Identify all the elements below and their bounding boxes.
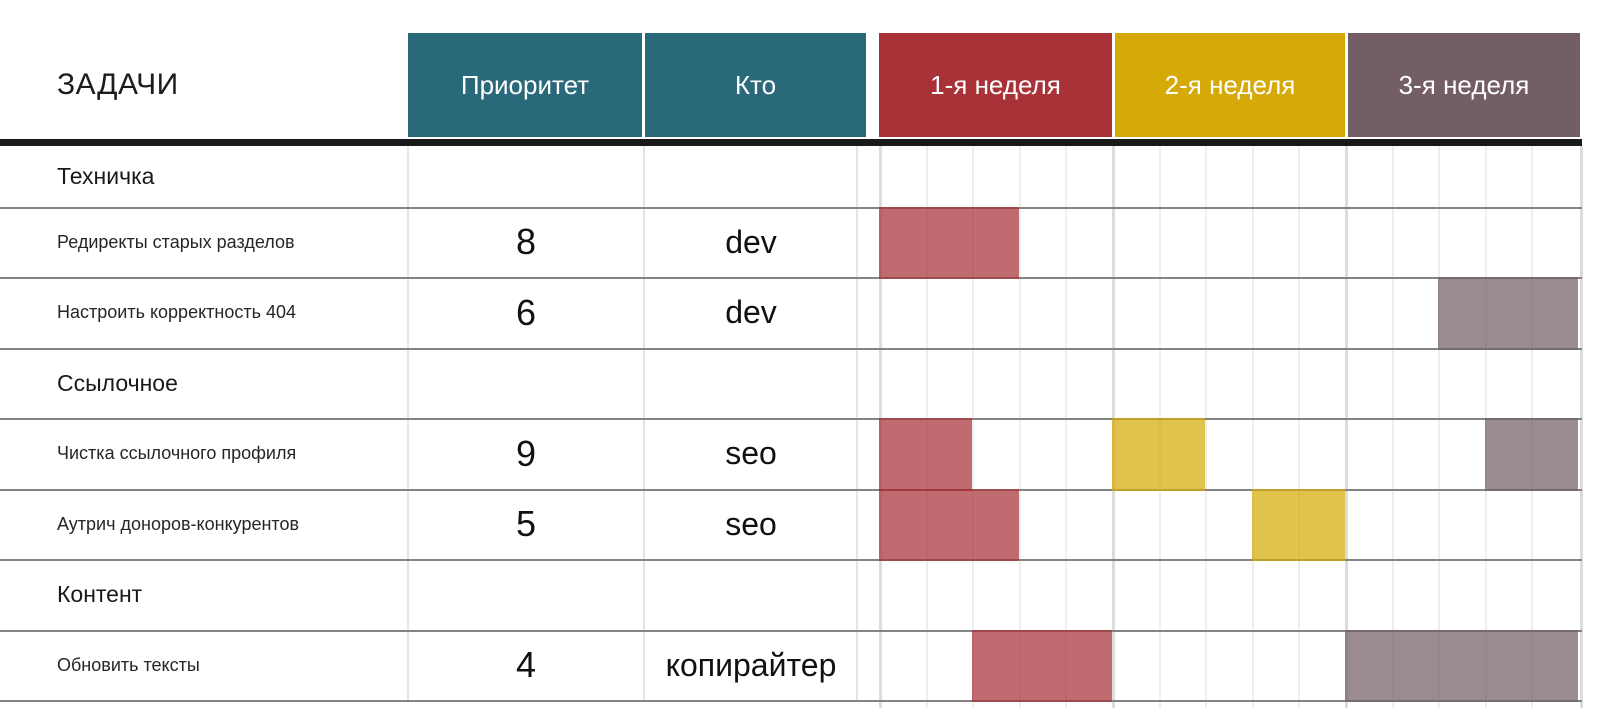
gantt-bar-week3 [1345, 630, 1578, 702]
day-grid-line [1298, 146, 1300, 708]
row-separator-line [0, 348, 1582, 350]
column-header-label: 1-я неделя [930, 69, 1061, 100]
who-value: dev [725, 223, 777, 260]
gantt-bar-week1 [879, 207, 1019, 279]
section-row-label: Техничка [57, 163, 155, 189]
priority-value: 4 [515, 644, 537, 685]
task-row-label: Настроить корректность 404 [57, 302, 297, 322]
column-header-week2: 2-я неделя [1115, 33, 1345, 137]
who-value: seo [725, 505, 777, 542]
column-header-week1: 1-я неделя [879, 33, 1112, 137]
task-row-label: Обновить тексты [57, 654, 200, 675]
gantt-bar-week1 [972, 630, 1112, 702]
who-value: dev [725, 294, 777, 330]
priority-value: 5 [515, 503, 537, 544]
day-grid-line [1019, 146, 1021, 708]
column-header-label: 3-я неделя [1398, 69, 1530, 100]
gantt-bar-week2 [1112, 418, 1205, 491]
gantt-bar-week1 [879, 418, 972, 491]
section-row-label: Контент [57, 581, 143, 607]
day-grid-line [1392, 146, 1394, 708]
row-separator-line [0, 559, 1582, 561]
column-header-priority: Приоритет [408, 33, 642, 137]
task-row-label: Редиректы старых разделов [57, 231, 295, 252]
column-header-who: Кто [645, 33, 866, 137]
day-grid-line [1252, 146, 1254, 708]
row-separator-line [0, 277, 1582, 279]
row-separator-line [0, 700, 1582, 702]
column-header-label: 2-я неделя [1164, 69, 1296, 100]
column-header-label: Приоритет [460, 69, 590, 100]
week-boundary-line [1580, 146, 1583, 708]
task-row-label: Чистка ссылочного профиля [57, 443, 297, 463]
column-separator-line [643, 146, 645, 700]
priority-value: 6 [515, 291, 537, 333]
row-separator-line [0, 418, 1582, 420]
who-value: seo [725, 435, 777, 471]
gantt-bar-week1 [879, 489, 1019, 561]
week-boundary-line [1345, 146, 1348, 708]
task-row-label: Аутрич доноров-конкурентов [57, 513, 300, 534]
gantt-bar-week2 [1252, 489, 1345, 561]
day-grid-line [1438, 146, 1440, 708]
day-grid-line [1205, 146, 1207, 708]
priority-value: 9 [515, 432, 537, 474]
day-grid-line [972, 146, 974, 708]
column-header-week3: 3-я неделя [1348, 33, 1580, 137]
who-value: копирайтер [665, 646, 837, 683]
row-separator-line [0, 489, 1582, 491]
priority-value: 8 [515, 221, 537, 262]
row-separator-line [0, 630, 1582, 632]
day-grid-line [1065, 146, 1067, 708]
gantt-bar-week3 [1485, 418, 1578, 491]
tasks-column-title: ЗАДАЧИ [57, 68, 179, 101]
row-separator-line [0, 207, 1582, 209]
column-separator-line [407, 146, 409, 700]
section-row-label: Ссылочное [57, 369, 178, 396]
column-separator-line [856, 146, 858, 700]
column-header-label: Кто [734, 69, 777, 100]
gantt-bar-week3 [1438, 277, 1578, 350]
header-underline [0, 139, 1582, 146]
